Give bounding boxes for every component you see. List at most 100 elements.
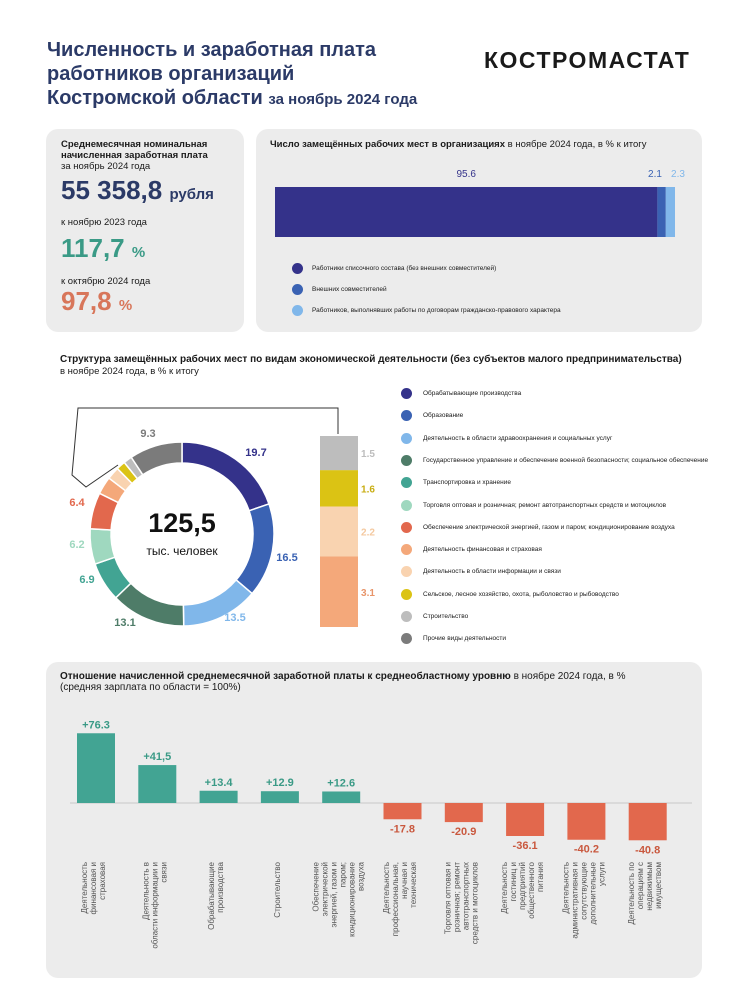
- structure-legend-label-8: Деятельность в области информации и связ…: [423, 568, 561, 576]
- ratio-category-line: дополнительные: [588, 861, 597, 924]
- jobs-title-bold: Число замещённых рабочих мест в организа…: [270, 139, 506, 150]
- side-column-segment-2: [320, 470, 358, 507]
- jobs-stacked-bar-chart: 95.6 2.1 2.3: [275, 169, 685, 237]
- structure-legend-label-0: Обрабатывающие производства: [423, 390, 522, 397]
- ratio-category-label-7: Деятельностьгостиниц ипредприятийобществ…: [500, 861, 545, 918]
- jobs-data-label-1: 2.1: [648, 169, 662, 180]
- salary-unit: рубля: [169, 186, 214, 203]
- side-column-label-1: 2.2: [361, 528, 375, 539]
- donut-slice-11: [130, 441, 183, 476]
- ratio-category-label-8: Деятельностьадминистративная исопутствую…: [561, 861, 606, 938]
- ratio-data-label-0: +76.3: [82, 719, 110, 731]
- structure-legend-dot-4: [401, 477, 412, 489]
- donut-data-label-5: 6.2: [69, 539, 84, 551]
- prev-month-pct: %: [118, 297, 133, 314]
- structure-donut-chart: 19.7 16.5 13.5 13.1 6.9 6.2 6.4 9.3 125,5 тыс. че…: [69, 407, 375, 629]
- structure-legend-label-3: Государственное управление и обеспечение…: [423, 456, 709, 464]
- ratio-category-line: воздуха: [357, 861, 366, 891]
- structure-legend-dot-2: [401, 432, 412, 444]
- title-line-3: Костромской области за ноябрь 2024 года: [47, 86, 467, 112]
- ratio-bar-9: [628, 803, 667, 841]
- ratio-category-line: Строительство: [273, 861, 282, 917]
- ratio-bar-2: [199, 790, 238, 803]
- structure-legend-dot-9: [401, 588, 412, 600]
- ratio-category-line: производства: [216, 861, 225, 912]
- donut-center-value: 125,5: [148, 508, 216, 538]
- ratio-bar-0: [77, 733, 115, 803]
- jobs-data-label-0: 95.6: [456, 169, 476, 180]
- ratio-category-line: автотранспортных: [461, 862, 470, 930]
- structure-legend-label-5: Торговля оптовая и розничная; ремонт авт…: [423, 501, 667, 509]
- jobs-legend-label-1: Внешних совместителей: [312, 286, 387, 293]
- jobs-legend-label-0: Работники списочного состава (без внешни…: [312, 265, 497, 272]
- ratio-category-line: Деятельность: [500, 862, 509, 914]
- ratio-bar-8: [567, 803, 606, 840]
- jobs-legend-label-2: Работников, выполнявших работы по догово…: [312, 307, 561, 314]
- prev-year-number: 117,7: [61, 233, 125, 263]
- ratio-category-line: Деятельность: [80, 862, 89, 914]
- ratio-category-line: Деятельность по: [627, 861, 636, 924]
- structure-legend-label-11: Прочие виды деятельности: [423, 635, 507, 643]
- structure-legend-dot-1: [401, 410, 412, 422]
- jobs-title-rest: в ноябре 2024 года, в % к итогу: [507, 139, 647, 150]
- brand-logo: КОСТРОМАСТАТ: [484, 47, 691, 73]
- ratio-category-line: научная и: [400, 862, 409, 899]
- ratio-category-line: сопутствующие: [579, 861, 588, 919]
- ratio-category-line: операциям с: [636, 862, 645, 909]
- salary-card: Среднемесячная номинальная начисленная з…: [46, 129, 244, 332]
- ratio-category-line: Обрабатывающие: [207, 861, 216, 929]
- side-column-label-3: 1.5: [361, 449, 375, 460]
- salary-amount: 55 358,8: [61, 175, 163, 205]
- jobs-bar-segment-2: [665, 187, 675, 237]
- donut-data-label-2: 13.5: [224, 612, 245, 624]
- ratio-bar-7: [506, 803, 545, 836]
- ratio-category-line: средств и мотоциклов: [470, 862, 479, 944]
- ratio-category-line: профессиональная,: [391, 862, 400, 936]
- ratio-data-label-5: -17.8: [390, 823, 415, 835]
- donut-slice-1: [235, 502, 275, 595]
- ratio-category-line: недвижимым: [645, 862, 654, 911]
- prev-year-value: 117,7 %: [61, 233, 145, 264]
- ratio-category-line: гостиниц и: [509, 862, 518, 901]
- ratio-category-line: области информации и: [150, 862, 159, 949]
- jobs-card: Число замещённых рабочих мест в организа…: [256, 129, 702, 332]
- ratio-category-line: финансовая и: [89, 862, 98, 915]
- ratio-bar-6: [444, 803, 483, 823]
- structure-legend-label-7: Деятельность финансовая и страховая: [423, 546, 542, 554]
- side-column-label-0: 3.1: [361, 588, 375, 599]
- side-column-label-2: 1.6: [361, 484, 375, 495]
- ratio-category-line: кондиционирование: [348, 861, 357, 936]
- page-title: Численность и заработная плата работнико…: [47, 38, 467, 112]
- ratio-category-label-0: Деятельностьфинансовая истраховая: [80, 862, 107, 915]
- donut-connector-line: [71, 407, 339, 488]
- jobs-data-label-2: 2.3: [671, 169, 685, 180]
- structure-legend-dot-10: [401, 611, 412, 622]
- ratio-data-label-8: -40.2: [574, 844, 599, 856]
- jobs-bar-segment-1: [657, 187, 666, 237]
- ratio-bar-3: [260, 791, 299, 803]
- ratio-category-label-6: Торговля оптовая ирозничная; ремонтавтот…: [443, 862, 479, 944]
- donut-slice-5: [89, 528, 116, 566]
- ratio-category-line: электрической: [321, 862, 330, 916]
- side-column-segment-0: [320, 556, 358, 627]
- ratio-data-label-2: +13.4: [205, 777, 234, 789]
- ratio-category-line: имуществом: [654, 862, 663, 909]
- donut-data-label-6: 6.4: [69, 497, 85, 509]
- ratio-data-label-7: -36.1: [513, 840, 538, 852]
- donut-data-label-1: 16.5: [276, 552, 297, 564]
- title-line-2: работников организаций: [47, 63, 295, 85]
- donut-data-label-4: 6.9: [79, 574, 94, 586]
- ratio-category-line: страховая: [98, 862, 107, 900]
- ratio-category-label-2: Обрабатывающиепроизводства: [207, 861, 225, 929]
- ratio-category-line: услуги: [597, 862, 606, 886]
- ratio-title-bold: Отношение начисленной среднемесячной зар…: [60, 671, 511, 682]
- title-region: Костромской области: [47, 87, 263, 109]
- prev-year-pct: %: [131, 244, 146, 261]
- structure-legend-dot-6: [401, 521, 412, 533]
- structure-legend-label-10: Строительство: [423, 613, 469, 620]
- structure-legend-dot-7: [401, 544, 412, 556]
- ratio-data-label-4: +12.6: [327, 777, 355, 789]
- ratio-category-label-4: Обеспечениеэлектрическойэнергией, газом …: [312, 861, 366, 936]
- ratio-category-label-5: Деятельностьпрофессиональная,научная ите…: [382, 862, 418, 936]
- ratio-category-line: Обеспечение: [312, 861, 321, 911]
